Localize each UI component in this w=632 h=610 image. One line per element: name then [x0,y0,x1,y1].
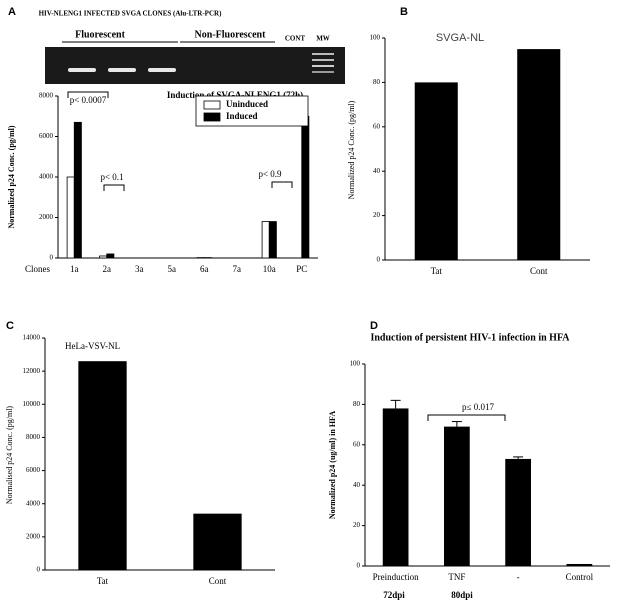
y-tick-label: 80 [353,400,361,408]
y-tick-label: 40 [353,481,361,489]
annotation: p≤ 0.017 [462,402,494,412]
y-tick-label: 60 [353,440,361,448]
y-tick-label: 100 [350,360,361,368]
y-tick-label: 10000 [23,400,41,408]
x-tick-label: 5a [168,264,177,274]
y-tick-label: 8000 [26,433,41,441]
y-tick-label: 0 [377,256,381,264]
y-tick-label: 6000 [39,132,54,140]
annotation: p< 0.0007 [70,95,107,105]
significance-bracket [271,181,293,188]
y-tick-label: 4000 [26,499,41,507]
y-tick-label: 80 [373,78,381,86]
legend-swatch [203,100,221,110]
x-tick-label: 10a [263,264,276,274]
y-tick-label: 0 [37,566,41,574]
significance-bracket [103,184,125,191]
bar [66,176,75,259]
y-tick-label: 100 [370,34,381,42]
annotation: p< 0.1 [100,172,123,182]
chart-title: SVGA-NL [436,32,484,44]
bar [193,513,242,570]
group-label: 72dpi [383,590,405,600]
x-tick-label: Cont [209,576,227,586]
panel-letter: C [6,320,14,332]
legend-swatch [203,112,221,122]
x-tick-label: 6a [200,264,209,274]
bar [106,253,115,259]
bar [268,221,277,259]
bar [566,563,593,566]
significance-bracket [427,414,506,421]
gel-bands [68,53,334,73]
y-tick-label: 0 [50,254,54,262]
y-tick-label: 40 [373,167,381,175]
group-label: 80dpi [451,590,473,600]
x-axis-label: Clones [25,264,50,274]
y-tick-label: 8000 [39,92,54,100]
bar [73,121,82,259]
x-tick-label: Tat [97,576,109,586]
bar [301,115,310,259]
y-axis-label: Normalized p24 Conc. (pg/ml) [347,100,356,199]
gel-image [45,47,345,84]
chart-title: Induction of persistent HIV-1 infection … [370,332,570,343]
x-tick-label: 2a [103,264,112,274]
x-tick-label: - [517,572,520,582]
bar [444,426,470,566]
y-tick-label: 20 [353,521,361,529]
x-tick-label: Preinduction [373,572,419,582]
inset-title: HIV-NLENG1 INFECTED SVGA CLONES (Alu-LTR… [39,10,222,18]
bar [382,408,409,566]
x-tick-label: PC [296,264,307,274]
inset-label: CONT [285,35,306,43]
y-tick-label: 0 [357,562,361,570]
y-tick-label: 12000 [23,367,41,375]
y-axis-label: Normalized p24 (ug/ml) in HFA [328,411,337,520]
x-tick-label: TNF [448,572,465,582]
bar [414,82,458,261]
legend-label: Induced [226,111,258,121]
inset-label: MW [316,35,330,43]
bar [261,221,270,259]
panel-letter: B [400,6,408,18]
x-tick-label: 7a [233,264,242,274]
inset-label: Fluorescent [75,29,125,40]
y-tick-label: 4000 [39,173,54,181]
y-axis-label: Normalized p24 Conc. (pg/ml) [7,125,16,228]
y-tick-label: 20 [373,211,381,219]
y-tick-label: 14000 [23,334,41,342]
x-tick-label: 3a [135,264,144,274]
y-tick-label: 60 [373,122,381,130]
inset-label: Non-Fluorescent [195,29,267,40]
y-tick-label: 2000 [39,213,54,221]
panel-letter: D [370,320,378,332]
chart-title: Induction of SVGA-NLENG1 (72h) [167,90,303,100]
x-tick-label: Tat [431,266,443,276]
y-tick-label: 2000 [26,532,41,540]
legend-label: Uninduced [226,99,268,109]
bar [517,49,561,260]
bar [505,458,531,566]
y-tick-label: 6000 [26,466,41,474]
bar [99,255,108,259]
annotation: p< 0.9 [258,169,282,179]
bar [78,361,127,570]
x-tick-label: Control [566,572,594,582]
x-tick-label: 1a [70,264,79,274]
y-axis-label: Normalised p24 Conc. (pg/ml) [5,406,14,505]
panel-letter: A [8,6,16,18]
significance-bracket [67,91,109,98]
x-tick-label: Cont [530,266,548,276]
chart-title: HeLa-VSV-NL [65,341,120,351]
